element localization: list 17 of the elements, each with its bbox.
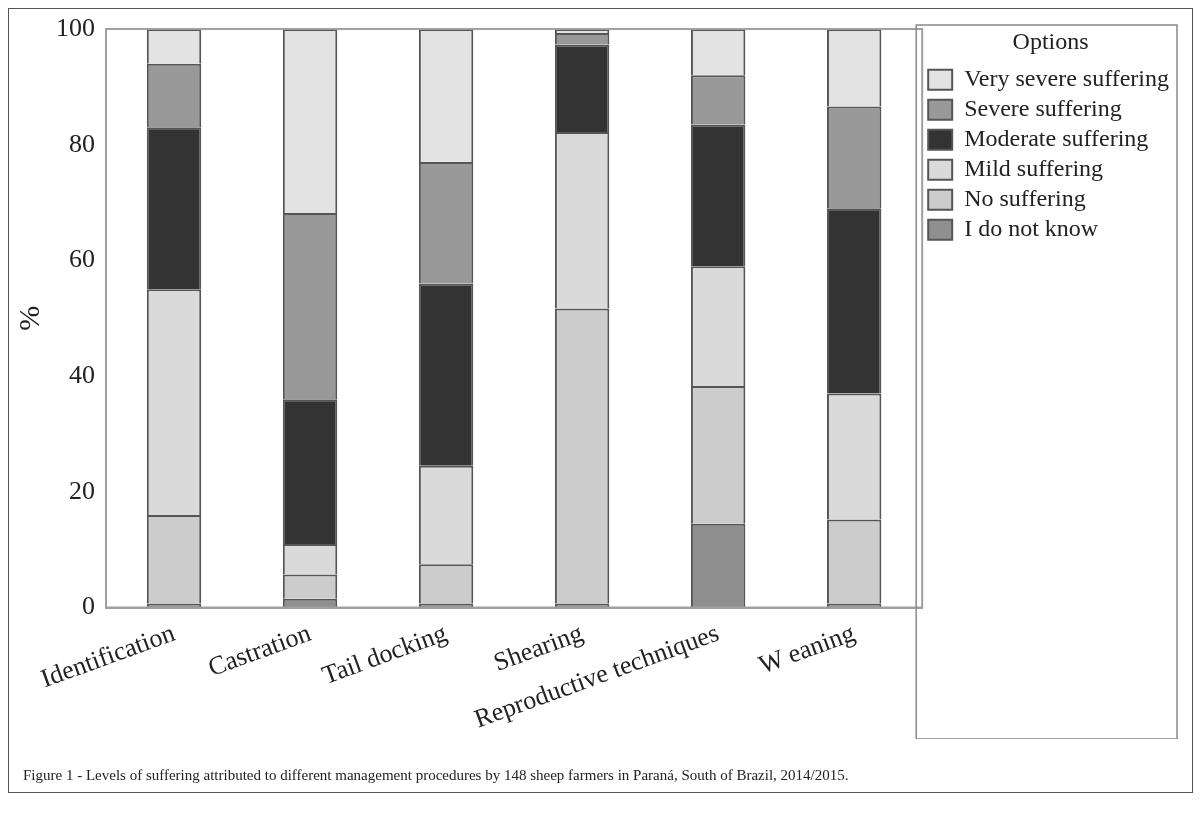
y-tick-label: 60 <box>69 244 95 274</box>
y-tick-label: 0 <box>82 591 95 621</box>
legend-label: I do not know <box>964 215 1099 242</box>
y-tick-label: 20 <box>69 475 95 505</box>
legend-label: Mild suffering <box>964 155 1104 182</box>
legend-label: No suffering <box>964 185 1086 212</box>
legend-title: Options <box>1012 28 1089 55</box>
x-tick-label: Tail docking <box>318 617 451 690</box>
legend-label: Very severe suffering <box>964 65 1169 92</box>
y-tick-label: 100 <box>56 12 95 42</box>
y-axis-title: % <box>11 305 45 331</box>
y-tick-label: 40 <box>69 359 95 389</box>
x-tick-label: W eaning <box>754 617 859 680</box>
caption: Figure 1 - Levels of suffering attributed to different management procedures by 148 sheep farmers in Paraná, South of Brazil, 2014/2015. <box>22 766 850 785</box>
legend-label: Moderate suffering <box>964 125 1149 152</box>
y-tick-label: 80 <box>69 128 95 158</box>
legend-label: Severe suffering <box>964 95 1122 122</box>
